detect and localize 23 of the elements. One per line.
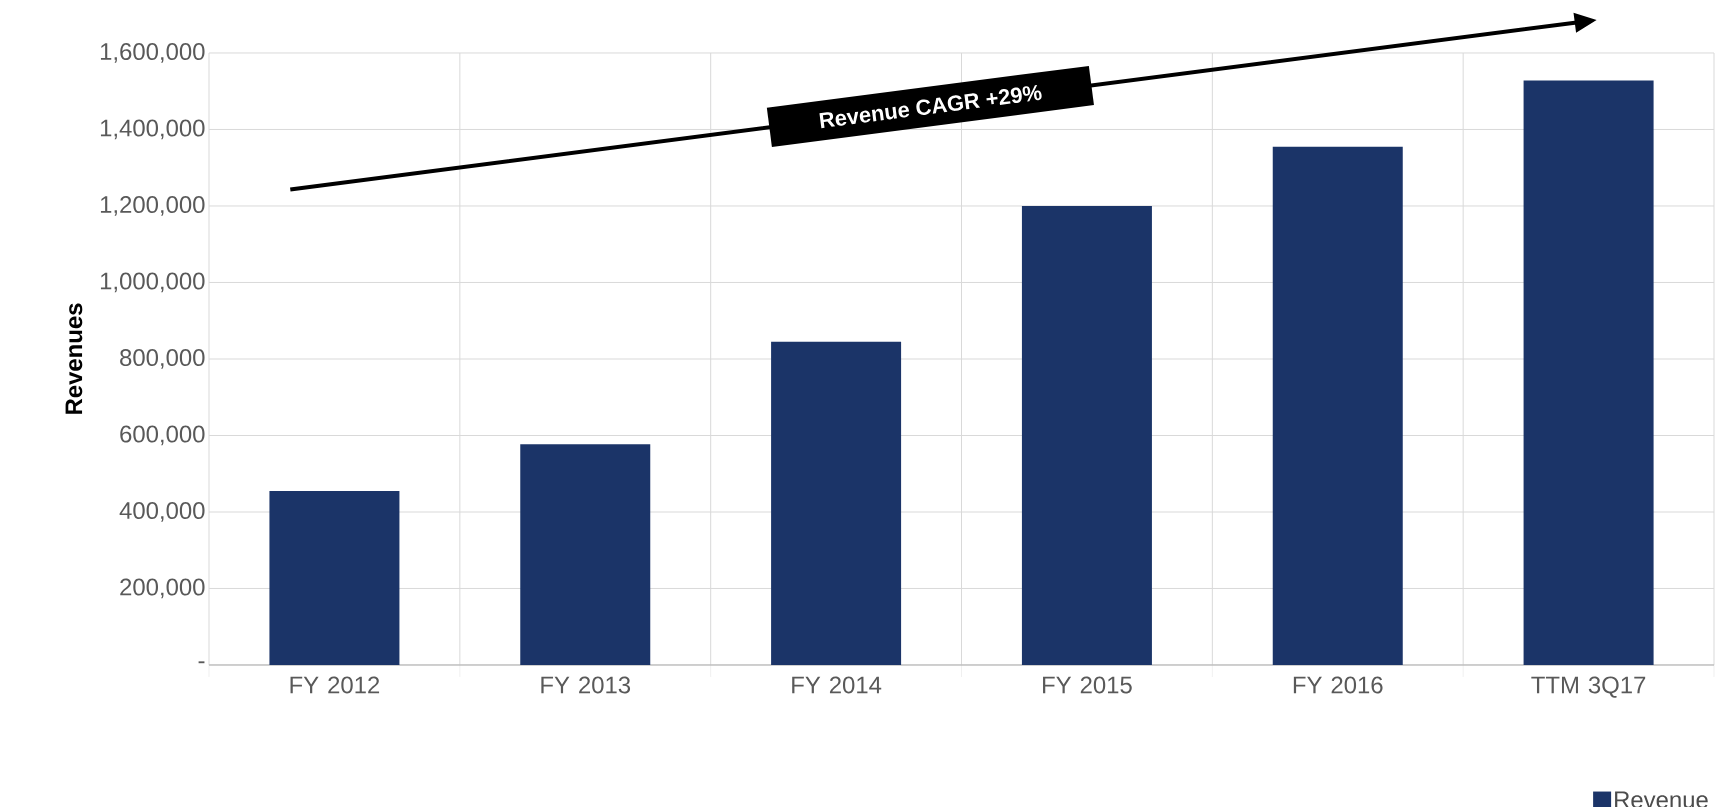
y-axis-title: Revenues bbox=[65, 303, 83, 414]
y-tick-label: - bbox=[198, 661, 205, 664]
x-tick-label: TTM 3Q17 bbox=[1531, 676, 1646, 698]
bar bbox=[771, 341, 902, 665]
y-tick-label: 600,000 bbox=[120, 425, 205, 446]
x-tick-label: FY 2013 bbox=[541, 676, 631, 694]
x-tick-label: FY 2012 bbox=[290, 676, 380, 694]
bar bbox=[1272, 146, 1403, 665]
bar bbox=[1523, 80, 1654, 665]
y-tick-label: 1,600,000 bbox=[100, 43, 205, 63]
y-tick-label: 1,000,000 bbox=[100, 272, 205, 293]
bar bbox=[1021, 205, 1152, 665]
x-tick-label: FY 2014 bbox=[792, 676, 882, 694]
x-tick-label: FY 2016 bbox=[1293, 676, 1383, 694]
bar bbox=[269, 490, 400, 665]
bar bbox=[520, 444, 651, 665]
x-tick-label: FY 2015 bbox=[1043, 676, 1132, 694]
annotation: Revenue CAGR +29% bbox=[819, 84, 1042, 129]
y-tick-label: 200,000 bbox=[120, 578, 205, 599]
y-tick-label: 800,000 bbox=[120, 349, 205, 369]
y-tick-label: 400,000 bbox=[119, 502, 205, 522]
y-tick-label: 1,200,000 bbox=[100, 196, 205, 216]
y-tick-label: 1,400,000 bbox=[100, 119, 205, 140]
